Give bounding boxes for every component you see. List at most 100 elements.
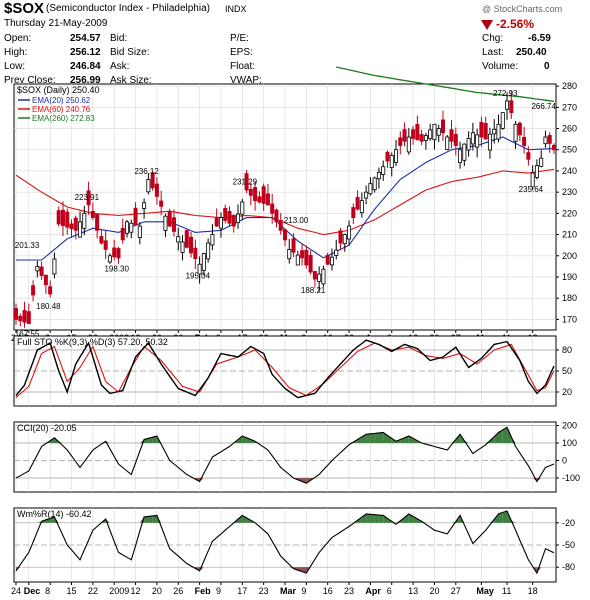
price-annotation: 223.91 <box>75 193 100 202</box>
candle <box>257 191 262 204</box>
candle-body <box>287 249 292 260</box>
cci-y-tick-label: -100 <box>562 473 580 483</box>
candle-body <box>137 225 142 238</box>
candle <box>547 132 552 153</box>
ema60-line <box>15 168 555 236</box>
cci-overbought-fill <box>357 436 362 443</box>
bottom-x-tick-label: 23 <box>344 586 354 596</box>
legend-entry: EMA(60) 240.76 <box>32 105 91 114</box>
candle-body <box>223 207 228 221</box>
candle <box>90 202 95 221</box>
candle <box>398 131 403 155</box>
candle-body <box>39 266 44 276</box>
candle <box>133 202 138 226</box>
legend-entry: EMA(260) 272.83 <box>32 114 95 123</box>
price-annotation: 188.21 <box>301 286 326 295</box>
candle-body <box>265 193 270 206</box>
wmr-y-tick-label: -50 <box>562 540 575 550</box>
candle <box>389 152 394 177</box>
pe-label: P/E: <box>230 33 249 44</box>
candle-body <box>82 212 87 229</box>
sto-y-tick-label: 20 <box>562 387 572 397</box>
bottom-x-tick-label: 15 <box>67 586 77 596</box>
cci-line <box>15 426 555 484</box>
candle-body <box>180 241 185 253</box>
candle-body <box>129 222 134 233</box>
bottom-x-tick-label: 20 <box>429 586 439 596</box>
candle-body <box>244 173 249 191</box>
candle-body <box>176 236 181 243</box>
candle-body <box>496 123 501 140</box>
candle <box>39 261 44 280</box>
exchange: INDX <box>225 4 247 14</box>
price-annotation: 198.30 <box>104 264 129 273</box>
candle <box>31 280 36 302</box>
candle-body <box>214 217 219 227</box>
cci-y-tick-label: 200 <box>562 421 577 431</box>
price-chart-title: $SOX (Daily) 250.40 <box>17 85 100 95</box>
bottom-x-tick-label: 9 <box>301 586 306 596</box>
candle-body <box>73 217 78 231</box>
candle <box>65 208 70 235</box>
candle <box>500 112 505 130</box>
candle <box>120 218 125 244</box>
last-label: Last: <box>482 47 504 58</box>
bottom-x-tick-label: 13 <box>408 586 418 596</box>
candle-body <box>282 229 287 241</box>
candle-body <box>411 129 416 139</box>
candle-body <box>253 187 258 202</box>
sto-title: Full STO %K(9,3) %D(3) 57.20, 50.32 <box>17 337 168 347</box>
candle-body <box>479 121 484 138</box>
candle <box>325 252 330 266</box>
low-label: Low: <box>4 61 26 72</box>
candle-body <box>206 242 211 260</box>
candle <box>466 131 471 157</box>
candle-body <box>171 217 176 232</box>
candle <box>505 92 510 120</box>
candle-body <box>95 214 100 231</box>
bottom-x-tick-label: 23 <box>259 586 269 596</box>
candle-body <box>112 247 117 258</box>
candle <box>317 266 322 292</box>
sto-d-line <box>15 342 555 399</box>
candle-body <box>376 171 381 180</box>
bottom-x-tick-label: 18 <box>528 586 538 596</box>
candle <box>419 129 424 146</box>
bottom-x-tick-label: Feb <box>195 586 212 596</box>
wmr-oversold-fill <box>16 567 21 571</box>
candle-body <box>547 135 552 144</box>
bottom-x-tick-label: 16 <box>323 586 333 596</box>
candle <box>359 192 364 218</box>
candle <box>253 181 258 211</box>
eps-label: EPS: <box>230 47 253 58</box>
candle <box>347 220 352 246</box>
candle <box>150 171 155 191</box>
candle <box>295 250 300 266</box>
prev-close-label: Prev Close: <box>4 75 56 86</box>
candle-body <box>466 138 471 151</box>
candle-body <box>317 273 322 282</box>
bottom-x-tick-label: 20 <box>152 586 162 596</box>
candle <box>300 244 305 266</box>
candle <box>355 190 360 211</box>
candle-body <box>526 152 531 160</box>
candle <box>517 121 522 142</box>
wmr-overbought-fill <box>238 515 243 523</box>
wmr-overbought-fill <box>404 513 409 523</box>
candle-body <box>120 227 125 241</box>
candle-body <box>133 207 138 226</box>
volume-label: Volume: <box>482 61 519 72</box>
candle <box>201 252 206 276</box>
candle <box>48 280 53 298</box>
float-label: Float: <box>230 61 256 72</box>
candle-body <box>210 234 215 246</box>
candle-body <box>274 209 279 223</box>
wmr-title: Wm%R(14) -60.42 <box>17 509 92 519</box>
cci-overbought-fill <box>387 435 392 443</box>
wmr-overbought-fill <box>152 515 157 523</box>
bottom-x-tick-label: May <box>476 586 494 596</box>
candle <box>329 248 334 271</box>
candle-body <box>86 190 91 206</box>
candle-body <box>60 209 65 226</box>
